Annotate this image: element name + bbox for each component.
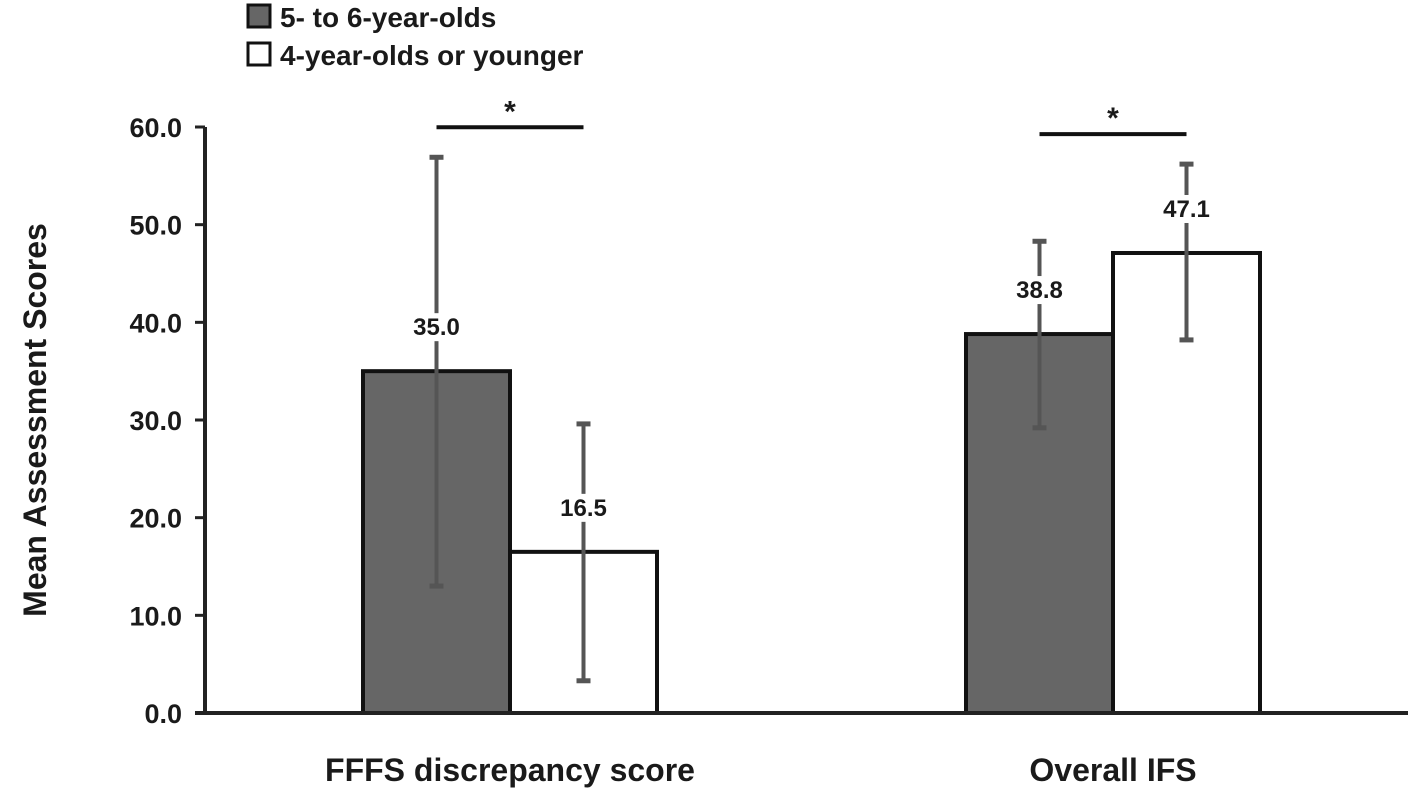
legend-label: 5- to 6-year-olds	[280, 2, 496, 33]
y-tick-label: 50.0	[129, 211, 182, 241]
category-label: FFFS discrepancy score	[325, 752, 695, 788]
y-tick-label: 30.0	[129, 406, 182, 436]
data-label-background	[403, 313, 470, 342]
data-label: 35.0	[413, 314, 460, 341]
data-label: 38.8	[1016, 277, 1063, 304]
bars	[361, 250, 1262, 716]
y-axis-title: Mean Assessment Scores	[17, 223, 53, 617]
data-label-background	[1153, 194, 1220, 223]
legend-swatch	[246, 3, 272, 29]
y-axis-ticks: 0.0 10.0 20.0 30.0 40.0 50.0 60.0	[129, 113, 205, 729]
y-tick-label: 10.0	[129, 601, 182, 631]
error-bars	[429, 154, 1194, 684]
y-tick-label: 40.0	[129, 308, 182, 338]
data-label-background	[1006, 276, 1073, 305]
significance-label: *	[504, 95, 516, 128]
y-tick-label: 60.0	[129, 113, 182, 143]
y-tick-label: 0.0	[144, 699, 182, 729]
significance-markers: * *	[436, 95, 1187, 137]
data-label-background	[550, 493, 617, 522]
significance-label: *	[1107, 102, 1119, 135]
category-label: Overall IFS	[1029, 752, 1196, 788]
legend-swatch	[246, 41, 272, 67]
data-label: 16.5	[560, 495, 607, 522]
legend-label: 4-year-olds or younger	[280, 40, 584, 71]
data-label: 47.1	[1163, 196, 1210, 223]
data-labels: 35.0 16.5 38.8 47.1	[403, 194, 1220, 522]
category-labels: FFFS discrepancy score Overall IFS	[325, 752, 1197, 788]
axes	[195, 127, 1408, 715]
legend: 5- to 6-year-olds 4-year-olds or younger	[246, 2, 584, 71]
y-tick-label: 20.0	[129, 504, 182, 534]
